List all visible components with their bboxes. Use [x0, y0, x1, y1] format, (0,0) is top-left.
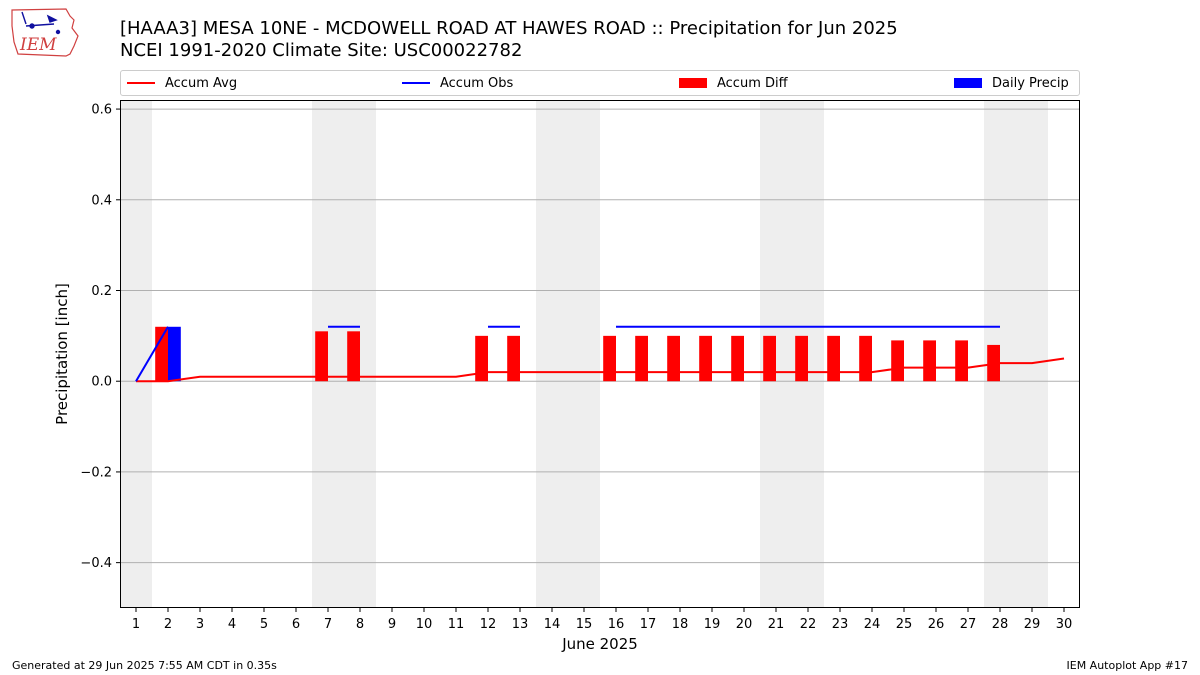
legend-label-accum-avg: Accum Avg	[165, 75, 238, 91]
accum-avg-line-segment	[136, 357, 1065, 383]
accum-diff-bar	[731, 335, 744, 382]
x-tick-label: 16	[608, 617, 625, 632]
weekend-band	[984, 100, 1016, 608]
x-tick-label: 11	[448, 617, 465, 632]
weekend-band	[312, 100, 344, 608]
accum-diff-bar	[987, 344, 1000, 382]
x-tick-label: 14	[544, 617, 561, 632]
accum-avg-line	[136, 357, 1065, 383]
daily-precip-bar	[168, 326, 181, 382]
accum-diff-bar	[667, 335, 680, 382]
x-tick-label: 7	[324, 617, 332, 632]
iowa-state-outline	[11, 8, 79, 57]
x-tick-label: 6	[292, 617, 300, 632]
chart-subtitle: NCEI 1991-2020 Climate Site: USC00022782	[120, 40, 523, 61]
accum-diff-bar	[827, 335, 840, 382]
x-tick-label: 29	[1024, 617, 1041, 632]
accum-diff-bar	[763, 335, 776, 382]
x-tick-label: 23	[832, 617, 849, 632]
x-tick-label: 22	[800, 617, 817, 632]
x-tick-label: 12	[480, 617, 497, 632]
accum-diff-bar	[795, 335, 808, 382]
x-tick-label: 21	[768, 617, 785, 632]
weekend-band	[120, 100, 152, 608]
x-tick-label: 13	[512, 617, 529, 632]
x-tick-label: 25	[896, 617, 913, 632]
weather-instruments-icon	[21, 11, 61, 35]
generated-timestamp: Generated at 29 Jun 2025 7:55 AM CDT in …	[12, 659, 277, 672]
weekend-shading	[120, 100, 1048, 608]
x-tick-label: 1	[132, 617, 140, 632]
x-tick-label: 26	[928, 617, 945, 632]
accum-diff-bar	[859, 335, 872, 382]
legend-item-daily-precip: Daily Precip	[954, 71, 1069, 95]
x-tick-label: 24	[864, 617, 881, 632]
accum-diff-bar	[315, 331, 328, 382]
weekend-band	[760, 100, 792, 608]
chart-legend: Accum Avg Accum Obs Accum Diff Daily Pre…	[120, 70, 1080, 96]
weekend-band	[536, 100, 568, 608]
x-tick-label: 30	[1056, 617, 1073, 632]
legend-swatch-daily-precip	[954, 78, 982, 88]
x-tick-label: 10	[416, 617, 433, 632]
y-tick-label: 0.6	[91, 103, 112, 118]
accum-diff-bar	[347, 331, 360, 382]
accum-diff-bar	[923, 340, 936, 382]
y-tick-label: 0.4	[91, 193, 112, 208]
accum-obs-line-segment	[135, 326, 169, 382]
x-tick-label: 5	[260, 617, 268, 632]
weekend-band	[792, 100, 824, 608]
accum-diff-bar	[475, 335, 488, 382]
y-tick-label: −0.2	[80, 465, 112, 480]
x-tick-label: 15	[576, 617, 593, 632]
legend-label-accum-diff: Accum Diff	[717, 75, 788, 91]
x-tick-label: 17	[640, 617, 657, 632]
accum-diff-bar	[507, 335, 520, 382]
chart-title: [HAAA3] MESA 10NE - MCDOWELL ROAD AT HAW…	[120, 18, 898, 39]
x-tick-label: 27	[960, 617, 977, 632]
x-tick-label: 2	[164, 617, 172, 632]
x-tick-label: 28	[992, 617, 1009, 632]
accum-diff-bars	[155, 326, 1000, 382]
y-gridlines	[120, 108, 1080, 564]
accum-obs-line	[135, 325, 1000, 382]
x-axis-ticks: 1 2 3 4 5 6 7 8 9 10 11 12 13 14 15 16 17 18 19 20 21 22 23 24 2…	[132, 608, 1072, 632]
legend-label-accum-obs: Accum Obs	[440, 75, 514, 91]
x-axis-label: June 2025	[561, 635, 638, 653]
legend-swatch-accum-diff	[679, 78, 707, 88]
legend-swatch-accum-avg	[127, 82, 155, 84]
weekend-band	[344, 100, 376, 608]
legend-label-daily-precip: Daily Precip	[992, 75, 1069, 91]
accum-diff-bar	[891, 340, 904, 382]
y-axis-ticks: −0.4 −0.2 0.0 0.2 0.4 0.6	[80, 103, 120, 571]
legend-item-accum-avg: Accum Avg	[127, 71, 237, 95]
accum-diff-bar	[155, 326, 168, 382]
y-tick-label: −0.4	[80, 556, 112, 571]
x-tick-label: 18	[672, 617, 689, 632]
accum-diff-bar	[635, 335, 648, 382]
y-axis-label: Precipitation [inch]	[53, 283, 71, 425]
legend-item-accum-obs: Accum Obs	[402, 71, 513, 95]
legend-item-accum-diff: Accum Diff	[679, 71, 788, 95]
accum-diff-bar	[603, 335, 616, 382]
weekend-band	[568, 100, 600, 608]
iem-logo: IEM	[11, 8, 79, 57]
plot-frame	[120, 100, 1080, 608]
x-tick-label: 19	[704, 617, 721, 632]
y-tick-label: 0.2	[91, 284, 112, 299]
x-tick-label: 9	[388, 617, 396, 632]
daily-precip-bars	[168, 326, 181, 382]
autoplot-app-label: IEM Autoplot App #17	[1066, 659, 1189, 672]
weekend-band	[1016, 100, 1048, 608]
legend-swatch-accum-obs	[402, 82, 430, 84]
logo-text: IEM	[19, 35, 57, 55]
x-tick-label: 8	[356, 617, 364, 632]
x-tick-label: 20	[736, 617, 753, 632]
x-tick-label: 3	[196, 617, 204, 632]
accum-diff-bar	[699, 335, 712, 382]
accum-diff-bar	[955, 340, 968, 382]
y-tick-label: 0.0	[91, 375, 112, 390]
x-tick-label: 4	[228, 617, 236, 632]
